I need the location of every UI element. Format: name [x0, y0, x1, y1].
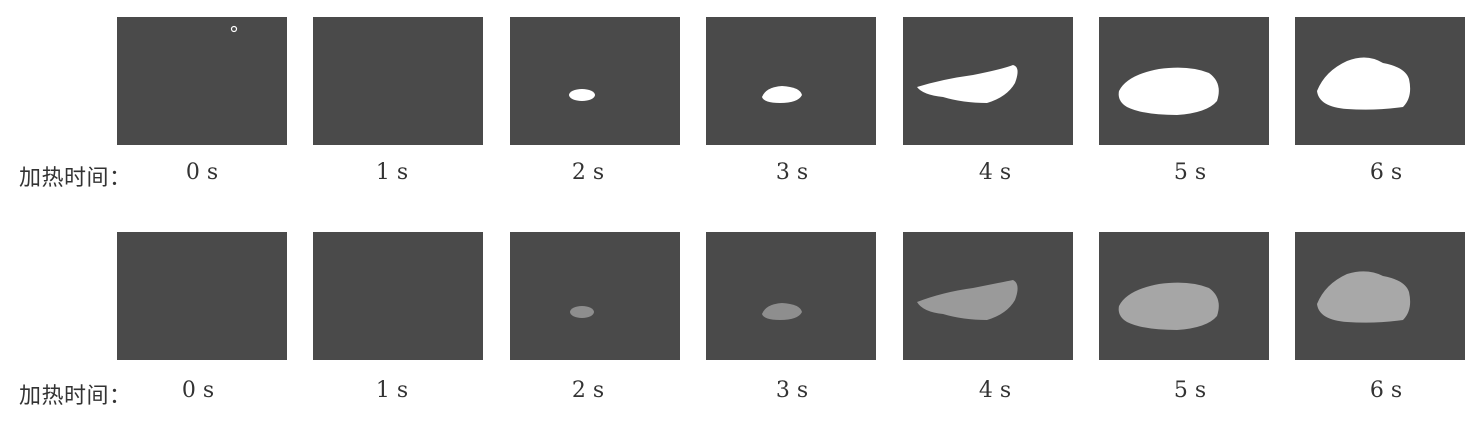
grey-frame-row: 加热时间： 0 s 1 s 2 s 3 s 4 s 5 s 6 s [0, 210, 1482, 422]
hot-spot [1317, 57, 1411, 110]
frame-graphic [1295, 17, 1465, 145]
frame-image-bottom-0s [117, 232, 287, 360]
frame-image-top-2s [510, 17, 680, 145]
frame-graphic [1099, 17, 1269, 145]
time-label: 6 s [1369, 378, 1403, 403]
hot-spot [569, 89, 595, 101]
time-label: 1 s [375, 378, 409, 403]
time-label: 0 s [181, 378, 215, 403]
hot-spot [917, 280, 1018, 320]
frame-graphic [706, 232, 876, 360]
hot-spot [1317, 271, 1411, 323]
frame-image-bottom-2s [510, 232, 680, 360]
frame-image-bottom-5s [1099, 232, 1269, 360]
time-label: 4 s [978, 160, 1012, 185]
frame-image-bottom-3s [706, 232, 876, 360]
frame-image-top-3s [706, 17, 876, 145]
frame-image-bottom-6s [1295, 232, 1465, 360]
frame-image-top-0s [117, 17, 287, 145]
time-label: 5 s [1173, 378, 1207, 403]
frame-graphic [510, 232, 680, 360]
frame-graphic [706, 17, 876, 145]
hot-spot [762, 86, 802, 103]
time-label: 2 s [571, 160, 605, 185]
hot-spot [570, 306, 594, 318]
time-label: 3 s [775, 160, 809, 185]
frame-image-top-4s [903, 17, 1073, 145]
time-label: 5 s [1173, 160, 1207, 185]
row-label: 加热时间： [19, 166, 132, 191]
frame-graphic [313, 232, 483, 360]
frame-graphic [313, 17, 483, 145]
binary-frame-row: 加热时间： 0 s 1 s 2 s 3 s 4 s 5 s 6 s [0, 0, 1482, 200]
frame-graphic [510, 17, 680, 145]
time-label: 2 s [571, 378, 605, 403]
time-label: 1 s [375, 160, 409, 185]
frame-image-top-5s [1099, 17, 1269, 145]
tiny-spot [230, 25, 238, 33]
hot-spot [917, 65, 1018, 103]
frame-graphic [117, 232, 287, 360]
hot-spot [762, 303, 802, 320]
hot-spot [1118, 282, 1219, 330]
frame-graphic [1099, 232, 1269, 360]
time-label: 6 s [1369, 160, 1403, 185]
frame-image-bottom-1s [313, 232, 483, 360]
time-label: 0 s [185, 160, 219, 185]
frame-graphic [117, 17, 287, 145]
frame-graphic [1295, 232, 1465, 360]
frame-image-bottom-4s [903, 232, 1073, 360]
time-label: 3 s [775, 378, 809, 403]
frame-image-top-1s [313, 17, 483, 145]
time-label: 4 s [978, 378, 1012, 403]
row-label: 加热时间： [19, 384, 132, 409]
frame-image-top-6s [1295, 17, 1465, 145]
frame-graphic [903, 232, 1073, 360]
frame-graphic [903, 17, 1073, 145]
hot-spot [1118, 67, 1219, 115]
